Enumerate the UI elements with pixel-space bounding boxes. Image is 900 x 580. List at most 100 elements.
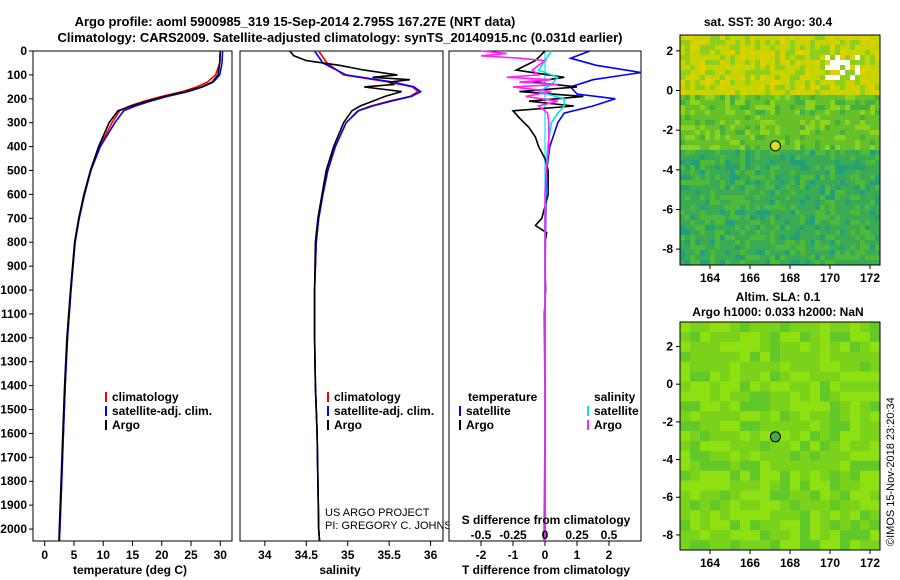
- heatmap-cell: [710, 40, 716, 46]
- heatmap-cell: [855, 195, 861, 201]
- heatmap-cell: [720, 480, 731, 491]
- heatmap-cell: [690, 460, 701, 471]
- argo-float-marker: [769, 140, 781, 152]
- heatmap-cell: [790, 95, 796, 101]
- heatmap-cell: [840, 150, 846, 156]
- heatmap-cell: [770, 95, 776, 101]
- heatmap-cell: [745, 225, 751, 231]
- heatmap-cell: [865, 235, 871, 241]
- heatmap-cell: [730, 401, 741, 412]
- heatmap-cell: [845, 150, 851, 156]
- heatmap-cell: [685, 165, 691, 171]
- heatmap-cell: [875, 175, 881, 181]
- heatmap-cell: [725, 200, 731, 206]
- heatmap-cell: [685, 55, 691, 61]
- heatmap-cell: [865, 55, 871, 61]
- heatmap-cell: [820, 490, 831, 501]
- heatmap-cell: [715, 185, 721, 191]
- heatmap-cell: [760, 155, 766, 161]
- heatmap-cell: [835, 85, 841, 91]
- heatmap-cell: [805, 90, 811, 96]
- heatmap-cell: [875, 100, 881, 106]
- heatmap-cell: [690, 530, 701, 541]
- heatmap-cell: [765, 165, 771, 171]
- heatmap-cell: [725, 50, 731, 56]
- heatmap-cell: [870, 165, 876, 171]
- heatmap-cell: [790, 210, 796, 216]
- heatmap-cell: [860, 391, 871, 402]
- heatmap-cell: [820, 80, 826, 86]
- heatmap-cell: [830, 220, 836, 226]
- heatmap-cell: [870, 245, 876, 251]
- heatmap-cell: [750, 40, 756, 46]
- heatmap-cell: [695, 255, 701, 261]
- heatmap-cell: [870, 450, 881, 462]
- heatmap-cell: [780, 255, 786, 261]
- heatmap-cell: [770, 255, 776, 261]
- heatmap-cell: [710, 35, 716, 41]
- heatmap-cell: [785, 75, 791, 81]
- heatmap-cell: [810, 195, 816, 201]
- heatmap-cell: [820, 401, 831, 412]
- heatmap-cell: [800, 150, 806, 156]
- heatmap-cell: [710, 200, 716, 206]
- heatmap-cell: [705, 160, 711, 166]
- heatmap-cell: [800, 80, 806, 86]
- heatmap-cell: [825, 150, 831, 156]
- heatmap-cell: [745, 150, 751, 156]
- heatmap-cell: [800, 440, 811, 452]
- heatmap-cell: [790, 431, 801, 442]
- heatmap-cell: [825, 125, 831, 131]
- heatmap-cell: [850, 490, 861, 501]
- heatmap-cell: [840, 60, 846, 66]
- heatmap-cell: [760, 70, 766, 76]
- heatmap-cell: [805, 115, 811, 121]
- heatmap-cell: [875, 150, 881, 156]
- heatmap-cell: [690, 125, 696, 131]
- heatmap-cell: [790, 120, 796, 126]
- heatmap-cell: [740, 331, 751, 343]
- heatmap-cell: [785, 145, 791, 151]
- heatmap-cell: [835, 195, 841, 201]
- heatmap-cell: [815, 45, 821, 51]
- heatmap-cell: [770, 245, 776, 251]
- heatmap-cell: [705, 140, 711, 146]
- heatmap-cell: [700, 60, 706, 66]
- depth-tick-label: 100: [7, 68, 27, 82]
- heatmap-cell: [870, 55, 876, 61]
- heatmap-cell: [740, 260, 746, 266]
- heatmap-cell: [745, 250, 751, 256]
- heatmap-cell: [820, 90, 826, 96]
- heatmap-cell: [680, 100, 686, 106]
- heatmap-cell: [820, 110, 826, 116]
- heatmap-cell: [750, 35, 756, 41]
- heatmap-cell: [830, 480, 841, 491]
- heatmap-cell: [690, 170, 696, 176]
- heatmap-cell: [850, 230, 856, 236]
- heatmap-cell: [865, 245, 871, 251]
- heatmap-cell: [710, 120, 716, 126]
- heatmap-cell: [815, 60, 821, 66]
- heatmap-cell: [680, 490, 691, 501]
- heatmap-cell: [690, 341, 701, 353]
- heatmap-cell: [775, 200, 781, 206]
- heatmap-cell: [790, 110, 796, 116]
- heatmap-cell: [735, 235, 741, 241]
- heatmap-cell: [790, 50, 796, 56]
- heatmap-cell: [830, 170, 836, 176]
- heatmap-cell: [870, 341, 881, 353]
- heatmap-cell: [850, 530, 861, 541]
- heatmap-cell: [710, 195, 716, 201]
- heatmap-cell: [715, 40, 721, 46]
- heatmap-cell: [775, 95, 781, 101]
- heatmap-cell: [740, 105, 746, 111]
- heatmap-cell: [680, 250, 686, 256]
- heatmap-cell: [775, 70, 781, 76]
- heatmap-cell: [690, 431, 701, 442]
- heatmap-cell: [850, 160, 856, 166]
- heatmap-cell: [750, 411, 761, 422]
- temperature-panel: 0 5 10 15 20 25 30 010020030040050060070080090…: [0, 44, 233, 577]
- heatmap-cell: [760, 381, 771, 392]
- heatmap-cell: [795, 180, 801, 186]
- heatmap-cell: [785, 220, 791, 226]
